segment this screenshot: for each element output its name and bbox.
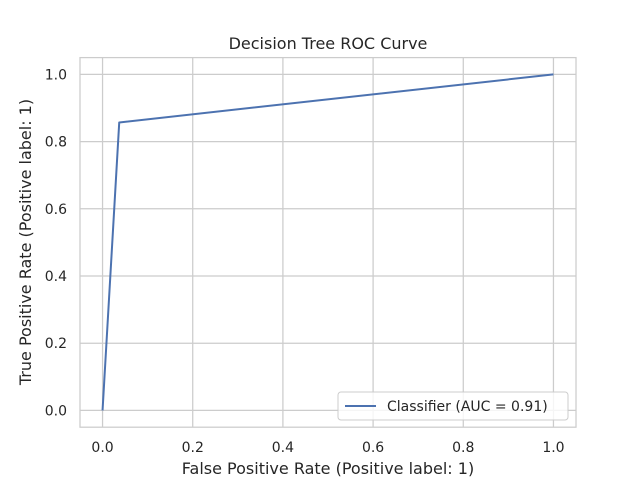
x-tick-label: 0.0 xyxy=(91,440,113,456)
y-axis-title: True Positive Rate (Positive label: 1) xyxy=(16,99,35,386)
chart-title: Decision Tree ROC Curve xyxy=(229,34,428,53)
y-tick-label: 0.8 xyxy=(45,135,67,151)
y-tick-label: 0.4 xyxy=(45,269,67,285)
x-tick-label: 1.0 xyxy=(542,440,564,456)
grid xyxy=(80,57,576,428)
y-tick-label: 0.6 xyxy=(45,202,67,218)
y-tick-label: 0.2 xyxy=(45,336,67,352)
x-tick-label: 0.6 xyxy=(362,440,384,456)
x-tick-label: 0.2 xyxy=(182,440,204,456)
series-layer xyxy=(101,73,554,411)
plot-frame xyxy=(79,56,577,428)
legend-box xyxy=(337,391,569,421)
y-tick-label: 0.0 xyxy=(45,403,67,419)
legend-label: Classifier (AUC = 0.91) xyxy=(387,399,548,415)
y-tick-label: 1.0 xyxy=(45,67,67,83)
roc-curve-line xyxy=(101,73,554,411)
x-tick-label: 0.4 xyxy=(272,440,294,456)
x-tick-label: 0.8 xyxy=(452,440,474,456)
x-axis-title: False Positive Rate (Positive label: 1) xyxy=(182,459,474,478)
y-tick-labels: 0.0 0.2 0.4 0.6 0.8 1.0 xyxy=(45,67,67,419)
legend: Classifier (AUC = 0.91) xyxy=(337,391,569,421)
x-tick-labels: 0.0 0.2 0.4 0.6 0.8 1.0 xyxy=(91,440,564,456)
